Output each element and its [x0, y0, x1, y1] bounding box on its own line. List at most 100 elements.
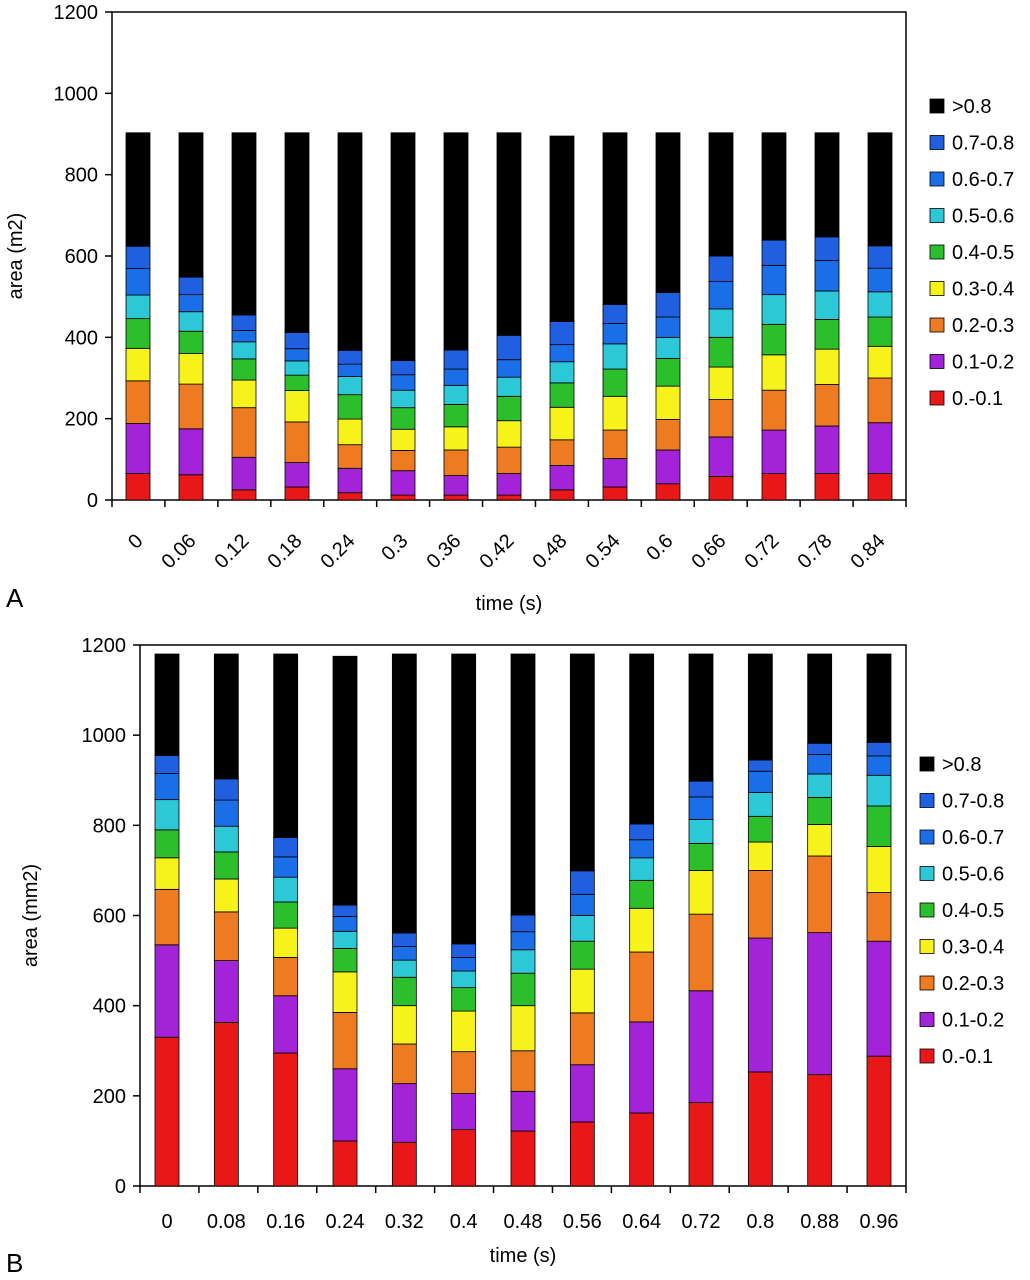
bar-segment [496, 132, 522, 336]
bar-segment [391, 653, 417, 934]
x-tick-label: 0.24 [316, 530, 359, 573]
bar-segment [747, 770, 773, 793]
bar-segment [496, 420, 522, 448]
bar-segment [451, 957, 477, 972]
bar-segment [549, 489, 575, 501]
bar-segment [391, 932, 417, 948]
y-tick-label: 400 [93, 996, 126, 1018]
bar-segment [390, 428, 416, 451]
bar-segment [814, 319, 840, 350]
bar-segment [337, 349, 363, 365]
legend-swatch [929, 244, 945, 260]
bar-segment [125, 132, 151, 247]
legend-label: 0.6-0.7 [952, 169, 1014, 191]
bar-segment [178, 311, 204, 332]
bar-segment [273, 876, 299, 903]
legend-label: 0.2-0.3 [942, 973, 1004, 995]
bar-segment [391, 1083, 417, 1143]
bar-segment [273, 837, 299, 858]
bar-segment [655, 385, 681, 420]
x-axis-title: time (s) [490, 1245, 557, 1267]
x-tick-label: 0.36 [422, 530, 465, 573]
bar-segment [655, 132, 681, 294]
bar-segment [708, 399, 734, 438]
panel-label: A [6, 583, 24, 613]
bar-segment [284, 421, 310, 463]
x-tick-label: 0.88 [800, 1211, 839, 1233]
bar-segment [231, 330, 257, 343]
x-tick-label: 0.32 [385, 1211, 424, 1233]
bar-segment [510, 1050, 536, 1092]
bar-segment [178, 383, 204, 430]
bar-segment [332, 655, 358, 906]
bar-segment [390, 360, 416, 376]
bar-segment [213, 1021, 239, 1187]
bar-segment [332, 1012, 358, 1070]
bar-segment [814, 348, 840, 385]
x-tick-label: 0.84 [846, 530, 889, 573]
bar-segment [629, 951, 655, 1023]
bar-segment [451, 1010, 477, 1053]
bar-segment [496, 446, 522, 474]
bar-segment [154, 1036, 180, 1187]
bar-segment [866, 774, 892, 807]
bar-segment [284, 374, 310, 392]
bar-segment [688, 842, 714, 871]
y-tick-label: 800 [65, 165, 98, 187]
x-tick-label: 0.16 [266, 1211, 305, 1233]
bar-segment [549, 135, 575, 322]
bar-segment [708, 366, 734, 400]
bar-segment [284, 332, 310, 350]
bar-segment [443, 368, 469, 386]
bar-segment [451, 943, 477, 958]
bar-segment [866, 1055, 892, 1187]
legend-swatch [929, 98, 945, 114]
bar-segment [708, 281, 734, 310]
bar-segment [814, 473, 840, 501]
bar-segment [867, 245, 893, 269]
bar-segment [390, 407, 416, 430]
bar-segment [273, 1052, 299, 1187]
bar-segment [569, 968, 595, 1014]
y-tick-label: 600 [65, 246, 98, 268]
x-tick-label: 0 [124, 530, 147, 553]
x-tick-label: 0.8 [746, 1211, 774, 1233]
bar-segment [213, 825, 239, 853]
legend-label: 0.6-0.7 [942, 827, 1004, 849]
bar-segment [231, 358, 257, 381]
bar-segment [807, 773, 833, 798]
bar-segment [391, 1005, 417, 1045]
bar-segment [443, 349, 469, 370]
y-axis-title: area (m2) [5, 213, 27, 300]
bar-segment [231, 341, 257, 360]
legend-swatch [929, 171, 945, 187]
legend-swatch [929, 317, 945, 333]
bar-segment [391, 959, 417, 978]
x-tick-label: 0.78 [793, 530, 836, 573]
legend-label: 0.2-0.3 [952, 315, 1014, 337]
legend-label: 0.-0.1 [952, 388, 1003, 410]
bar-segment [231, 314, 257, 331]
legend-label: >0.8 [952, 96, 991, 118]
bar-segment [273, 856, 299, 878]
bar-segment [125, 473, 151, 501]
bar-segment [451, 987, 477, 1012]
bar-segment [549, 361, 575, 384]
bar-segment [178, 132, 204, 278]
bar-segment [866, 755, 892, 776]
bar-segment [443, 132, 469, 351]
legend-swatch [929, 135, 945, 150]
bar-segment [510, 1090, 536, 1132]
bar-segment [708, 308, 734, 338]
bar-segment [708, 476, 734, 501]
bar-segment [390, 470, 416, 496]
bar-segment [867, 377, 893, 424]
bar-segment [688, 913, 714, 992]
bar-segment [273, 901, 299, 929]
bar-segment [284, 390, 310, 423]
legend-label: 0.1-0.2 [952, 352, 1014, 374]
x-tick-label: 0.4 [450, 1211, 478, 1233]
bar-segment [655, 483, 681, 501]
bar-segment [807, 824, 833, 857]
bar-segment [332, 904, 358, 917]
